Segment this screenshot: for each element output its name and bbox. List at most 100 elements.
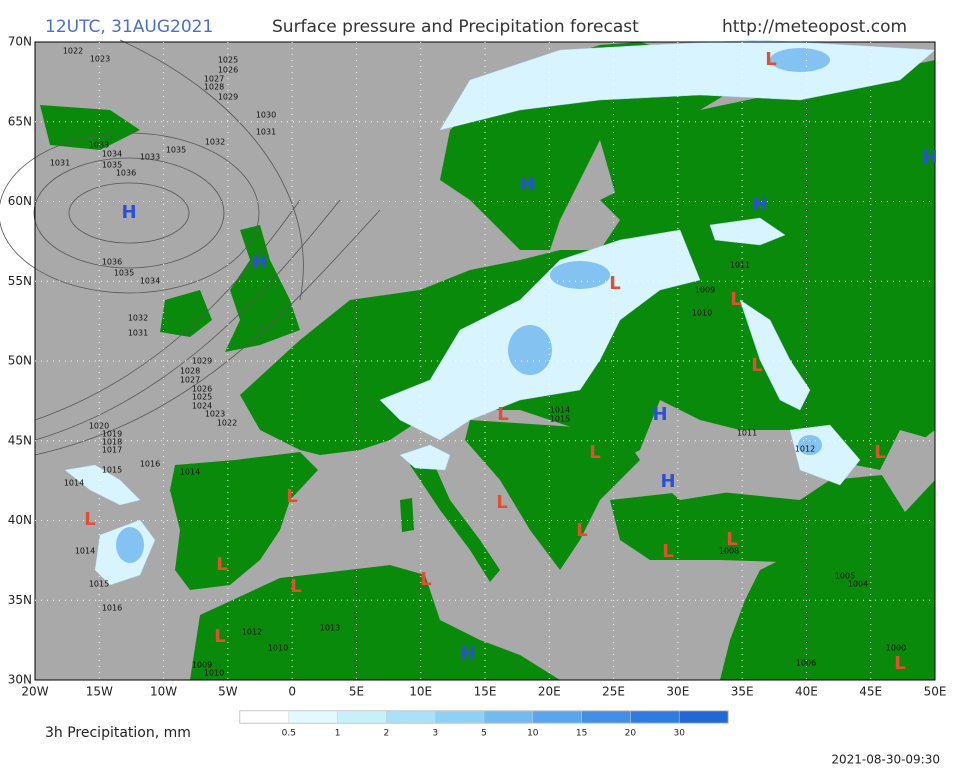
precip-core: [116, 527, 144, 563]
pressure-center: L: [216, 554, 227, 575]
pressure-center: L: [730, 289, 741, 310]
pressure-center: L: [609, 273, 620, 294]
isobar-label: 1017: [102, 446, 122, 455]
land: [225, 225, 300, 352]
pressure-center: L: [290, 576, 301, 597]
pressure-center: L: [497, 404, 508, 425]
lat-label: 30N: [8, 673, 32, 687]
lat-label: 65N: [8, 114, 32, 128]
isobar-label: 1010: [268, 644, 288, 653]
legend-swatch: [630, 710, 680, 724]
legend-swatch: [532, 710, 582, 724]
precip-core: [550, 261, 610, 289]
precip-core: [770, 48, 830, 72]
isobar-label: 1034: [140, 277, 160, 286]
isobar-label: 1033: [140, 153, 160, 162]
isobar-label: 1011: [737, 429, 757, 438]
land: [190, 565, 560, 680]
subtitle: Surface pressure and Precipitation forec…: [272, 17, 639, 37]
isobar-label: 1015: [102, 466, 122, 475]
legend-label: 20: [625, 729, 637, 739]
isobar: [34, 199, 341, 441]
isobar: [34, 199, 301, 421]
legend-title: 3h Precipitation, mm: [45, 725, 191, 741]
isobar-label: 1010: [204, 669, 224, 678]
lon-label: 45E: [859, 685, 882, 699]
title: 12UTC, 31AUG2021: [45, 17, 213, 37]
lon-label: 5W: [218, 685, 238, 699]
isobar-label: 1014: [180, 468, 200, 477]
isobar-label: 1018: [102, 438, 122, 447]
isobar-label: 1016: [140, 460, 160, 469]
pressure-center: L: [84, 509, 95, 530]
isobar-label: 1025: [192, 393, 212, 402]
url: http://meteopost.com: [722, 17, 907, 37]
pressure-center: L: [894, 653, 905, 674]
land: [40, 105, 140, 150]
lat-label: 60N: [8, 194, 32, 208]
pressure-center: H: [121, 202, 136, 223]
isobar-label: 1029: [192, 357, 212, 366]
legend-swatch: [288, 710, 338, 724]
lat-label: 50N: [8, 354, 32, 368]
isobar-label: 1015: [89, 580, 109, 589]
isobar-label: 1035: [166, 146, 186, 155]
legend-label: 2: [384, 729, 390, 739]
legend-swatch: [337, 710, 387, 724]
isobar-label: 1031: [256, 128, 276, 137]
isobar-label: 1020: [89, 422, 109, 431]
lon-label: 25E: [602, 685, 625, 699]
lon-label: 35E: [731, 685, 754, 699]
isobar-label: 1019: [102, 430, 122, 439]
isobar-label: 1004: [848, 580, 868, 589]
lon-label: 50E: [924, 685, 947, 699]
pressure-center: H: [252, 252, 267, 273]
isobar-label: 1015: [550, 415, 570, 424]
legend-swatch: [483, 710, 534, 724]
caspian-sea: [880, 430, 935, 512]
pressure-center: L: [496, 492, 507, 513]
isobar-label: 1010: [692, 309, 712, 318]
isobar-label: 1006: [796, 659, 816, 668]
pressure-center: H: [922, 147, 937, 168]
pressure-center: L: [874, 442, 885, 463]
isobar-label: 1000: [886, 644, 906, 653]
precip-area: [709, 217, 786, 246]
pressure-center: L: [589, 442, 600, 463]
isobar-label: 1027: [204, 75, 224, 84]
pressure-center: H: [652, 404, 667, 425]
isobar-label: 1014: [64, 479, 84, 488]
isobar-label: 1035: [114, 269, 134, 278]
pressure-center: H: [519, 174, 534, 195]
lon-label: 15E: [474, 685, 497, 699]
precip-area: [739, 299, 811, 411]
isobar-label: 1025: [218, 56, 238, 65]
lat-label: 35N: [8, 593, 32, 607]
legend-label: 15: [576, 729, 587, 739]
isobar-label: 1034: [102, 150, 122, 159]
isobar-label: 1014: [75, 547, 95, 556]
isobar-label: 1028: [204, 83, 224, 92]
lat-label: 70N: [8, 35, 32, 49]
isobar-label: 1022: [63, 47, 83, 56]
isobar-label: 1022: [217, 419, 237, 428]
isobar: [33, 157, 225, 269]
precip-core: [798, 435, 822, 455]
legend-label: 3: [432, 729, 438, 739]
isobar-label: 1011: [730, 261, 750, 270]
lon-label: 20W: [21, 685, 48, 699]
legend-label: 1: [335, 729, 341, 739]
pressure-center: H: [752, 194, 767, 215]
lon-label: 0: [288, 685, 296, 699]
legend-swatch: [678, 710, 729, 724]
map-area: [0, 39, 936, 680]
legend-label: 10: [527, 729, 539, 739]
isobar-label: 1028: [180, 367, 200, 376]
pressure-center: H: [660, 471, 675, 492]
isobar: [0, 132, 260, 294]
isobar-label: 1026: [218, 66, 238, 75]
timestamp: 2021-08-30-09:30: [831, 753, 940, 767]
isobar-label: 1009: [192, 661, 212, 670]
isobar-label: 1035: [102, 161, 122, 170]
